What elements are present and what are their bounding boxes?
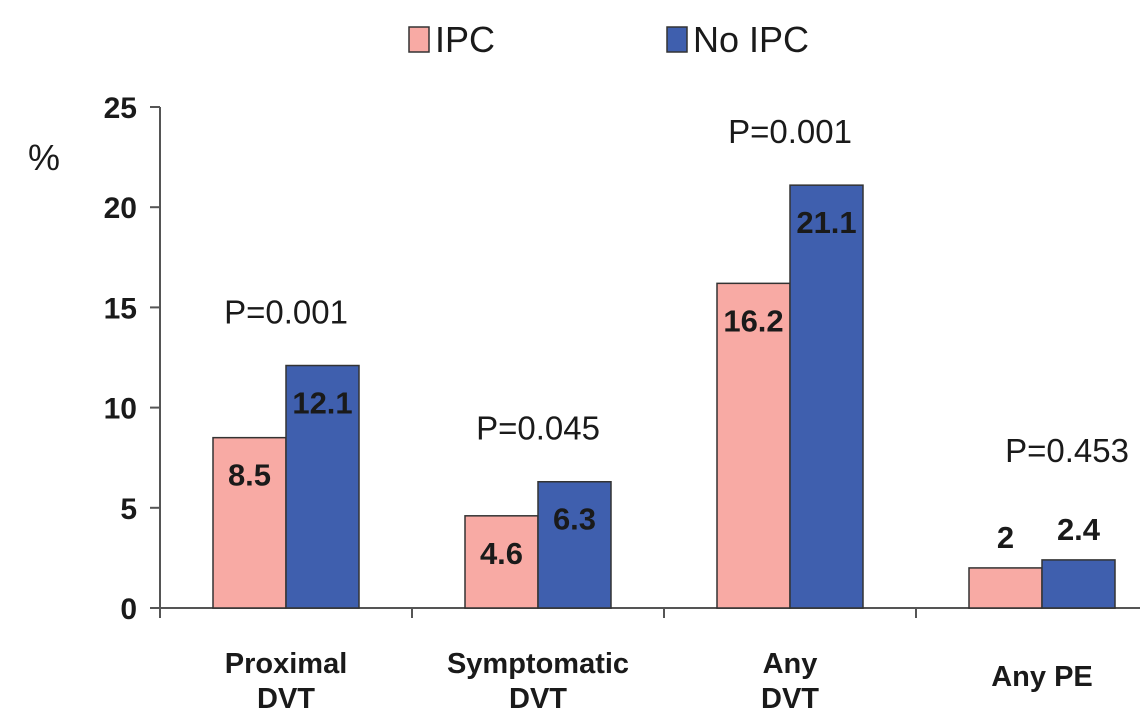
bar-value-label: 2 <box>997 520 1014 555</box>
bar-value-label: 4.6 <box>480 536 523 571</box>
bar-ipc <box>969 568 1042 608</box>
legend-entry-label: IPC <box>435 19 495 60</box>
p-value-label: P=0.001 <box>728 113 852 150</box>
legend-swatch <box>409 27 429 52</box>
legend: IPC No IPC <box>409 19 809 60</box>
x-category-label: Any <box>763 648 818 680</box>
p-value-label: P=0.001 <box>224 294 348 331</box>
bar-value-label: 21.1 <box>796 205 856 240</box>
y-tick-label: 10 <box>104 393 137 426</box>
x-category-label: DVT <box>257 683 315 710</box>
bar-no-ipc <box>538 482 611 608</box>
category-labels: Proximal DVT Symptomatic DVT Any DVT Any PE <box>225 648 1093 710</box>
x-category-label: Symptomatic <box>447 648 629 680</box>
bar-value-label: 2.4 <box>1057 512 1101 547</box>
x-category-label: DVT <box>509 683 567 710</box>
y-axis-label: % <box>28 137 60 178</box>
p-value-annotations: P=0.001 P=0.045 P=0.001 P=0.453 <box>224 113 1129 469</box>
p-value-label: P=0.045 <box>476 410 600 447</box>
bar-value-label: 12.1 <box>292 386 352 421</box>
x-category-label: Any PE <box>991 661 1093 693</box>
y-tick-label: 15 <box>104 292 137 325</box>
p-value-label: P=0.453 <box>1005 432 1129 469</box>
legend-swatch <box>667 27 687 52</box>
bar-value-label: 8.5 <box>228 458 271 493</box>
legend-entry-label: No IPC <box>693 19 809 60</box>
y-tick-label: 0 <box>120 593 137 626</box>
bar-no-ipc <box>790 185 863 608</box>
bar-no-ipc <box>1042 560 1115 608</box>
y-tick-label: 5 <box>120 493 137 526</box>
x-category-label: DVT <box>761 683 819 710</box>
y-tick-label: 25 <box>104 92 137 125</box>
x-category-label: Proximal <box>225 648 348 680</box>
bar-value-label: 16.2 <box>723 303 783 338</box>
bar-value-label: 6.3 <box>553 502 596 537</box>
y-tick-label: 20 <box>104 192 137 225</box>
